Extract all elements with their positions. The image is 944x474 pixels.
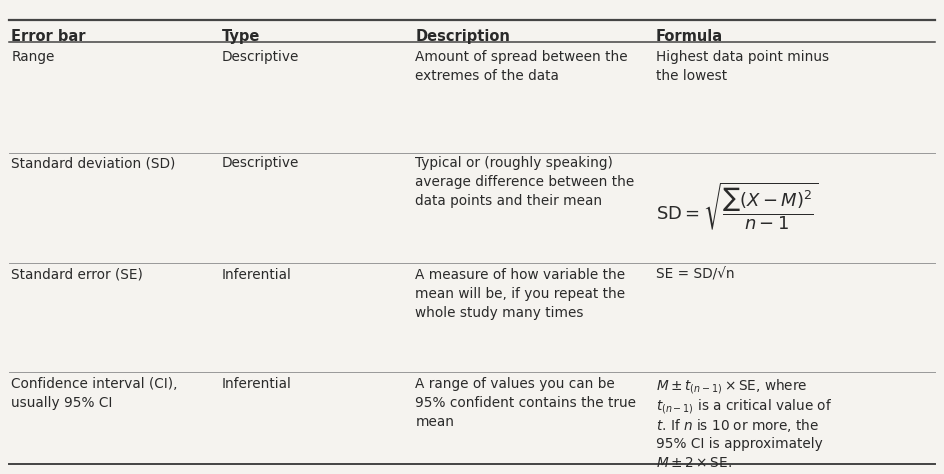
Text: SE = SD/√n: SE = SD/√n xyxy=(656,268,734,282)
Text: Amount of spread between the
extremes of the data: Amount of spread between the extremes of… xyxy=(415,50,628,83)
Text: Range: Range xyxy=(11,50,55,64)
Text: Inferential: Inferential xyxy=(222,377,292,391)
Text: Standard error (SE): Standard error (SE) xyxy=(11,268,143,282)
Text: Inferential: Inferential xyxy=(222,268,292,282)
Text: $t_{(n-1)}$ is a critical value of: $t_{(n-1)}$ is a critical value of xyxy=(656,397,833,416)
Text: 95% CI is approximately: 95% CI is approximately xyxy=(656,437,823,451)
Text: Description: Description xyxy=(415,29,511,45)
Text: $t$. If $n$ is 10 or more, the: $t$. If $n$ is 10 or more, the xyxy=(656,417,819,434)
Text: A range of values you can be
95% confident contains the true
mean: A range of values you can be 95% confide… xyxy=(415,377,636,428)
Text: $M \pm 2 \times \mathrm{SE}$.: $M \pm 2 \times \mathrm{SE}$. xyxy=(656,456,733,471)
Text: Highest data point minus
the lowest: Highest data point minus the lowest xyxy=(656,50,829,83)
Text: $M \pm t_{(n-1)} \times \mathrm{SE}$, where: $M \pm t_{(n-1)} \times \mathrm{SE}$, wh… xyxy=(656,377,808,396)
Text: Typical or (roughly speaking)
average difference between the
data points and the: Typical or (roughly speaking) average di… xyxy=(415,156,634,208)
Text: Descriptive: Descriptive xyxy=(222,156,299,171)
Text: Confidence interval (CI),
usually 95% CI: Confidence interval (CI), usually 95% CI xyxy=(11,377,177,410)
Text: $\mathrm{SD} = \sqrt{\dfrac{\sum(X-M)^2}{n-1}}$: $\mathrm{SD} = \sqrt{\dfrac{\sum(X-M)^2}… xyxy=(656,181,818,232)
Text: Formula: Formula xyxy=(656,29,723,45)
Text: Type: Type xyxy=(222,29,261,45)
Text: Error bar: Error bar xyxy=(11,29,86,45)
Text: Descriptive: Descriptive xyxy=(222,50,299,64)
Text: Standard deviation (SD): Standard deviation (SD) xyxy=(11,156,176,171)
Text: A measure of how variable the
mean will be, if you repeat the
whole study many t: A measure of how variable the mean will … xyxy=(415,268,626,319)
